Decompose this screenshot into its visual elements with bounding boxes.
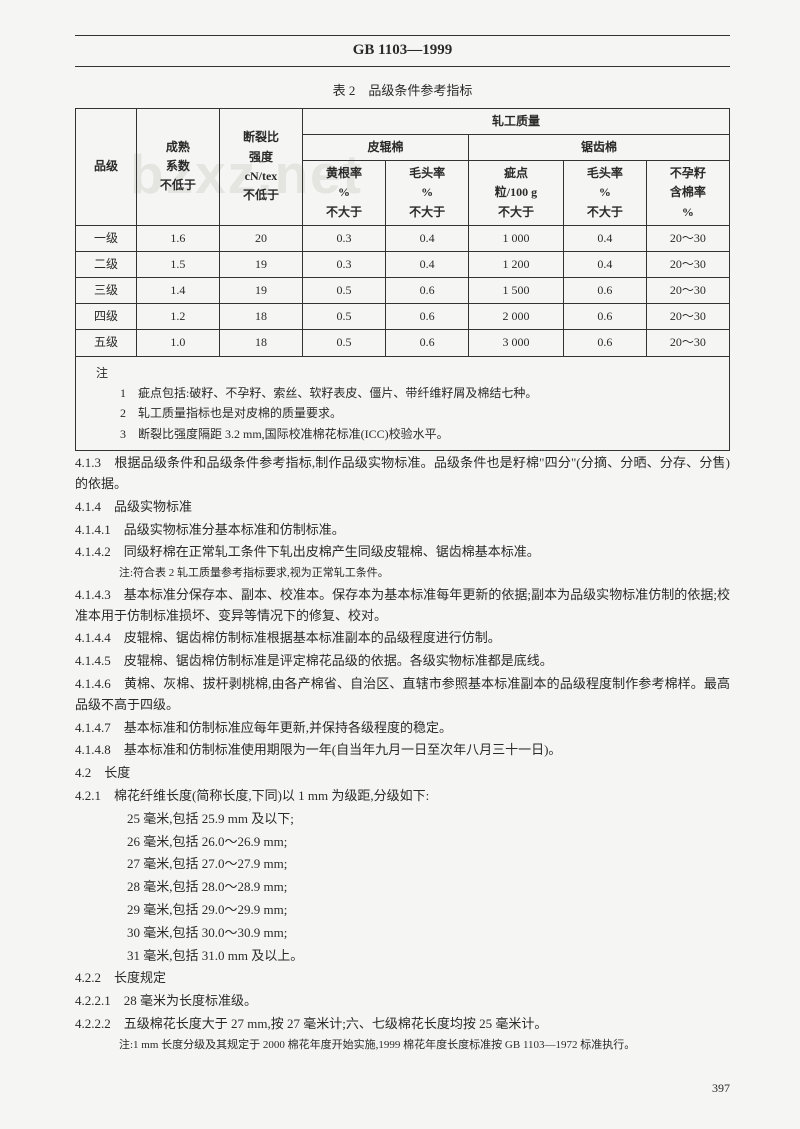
paragraph: 4.2.2 长度规定 [75, 968, 730, 989]
body-content: 4.1.3 根据品级条件和品级条件参考指标,制作品级实物标准。品级条件也是籽棉"… [75, 453, 730, 1054]
cell-maturity: 1.0 [136, 330, 219, 356]
cell-grade: 五级 [76, 330, 137, 356]
cell-grade: 一级 [76, 225, 137, 251]
paragraph: 4.1.4.7 基本标准和仿制标准应每年更新,并保持各级程度的稳定。 [75, 718, 730, 739]
cell-seed: 20～30 [646, 330, 729, 356]
cell-yellow: 0.3 [303, 251, 386, 277]
cell-strength: 20 [219, 225, 302, 251]
paragraph: 注:符合表 2 轧工质量参考指标要求,视为正常轧工条件。 [75, 565, 730, 583]
cell-maturity: 1.2 [136, 304, 219, 330]
paragraph: 4.2.1 棉花纤维长度(简称长度,下同)以 1 mm 为级距,分级如下: [75, 786, 730, 807]
cell-hair2: 0.4 [563, 225, 646, 251]
table-row: 二级1.5190.30.41 2000.420～30 [76, 251, 730, 277]
cell-seed: 20～30 [646, 278, 729, 304]
cell-hair1: 0.6 [386, 278, 469, 304]
cell-yellow: 0.3 [303, 225, 386, 251]
paragraph: 27 毫米,包括 27.0～27.9 mm; [75, 854, 730, 875]
th-yellow: 黄根率%不大于 [303, 161, 386, 226]
paragraph: 4.2.2.2 五级棉花长度大于 27 mm,按 27 毫米计;六、七级棉花长度… [75, 1014, 730, 1035]
th-roller: 皮辊棉 [303, 134, 469, 160]
cell-yellow: 0.5 [303, 330, 386, 356]
cell-hair2: 0.6 [563, 304, 646, 330]
cell-hair1: 0.4 [386, 251, 469, 277]
cell-nep: 1 000 [469, 225, 564, 251]
cell-strength: 18 [219, 304, 302, 330]
paragraph: 26 毫米,包括 26.0～26.9 mm; [75, 832, 730, 853]
cell-grade: 三级 [76, 278, 137, 304]
cell-hair2: 0.6 [563, 278, 646, 304]
cell-nep: 1 500 [469, 278, 564, 304]
cell-seed: 20～30 [646, 251, 729, 277]
th-maturity: 成熟系数不低于 [136, 108, 219, 225]
cell-seed: 20～30 [646, 304, 729, 330]
doc-header: GB 1103—1999 [75, 38, 730, 67]
table-row: 三级1.4190.50.61 5000.620～30 [76, 278, 730, 304]
th-grade: 品级 [76, 108, 137, 225]
cell-maturity: 1.5 [136, 251, 219, 277]
spec-table: 品级 成熟系数不低于 断裂比强度cN/tex不低于 轧工质量 皮辊棉 锯齿棉 黄… [75, 108, 730, 357]
th-hair2: 毛头率%不大于 [563, 161, 646, 226]
th-saw: 锯齿棉 [469, 134, 730, 160]
paragraph: 4.1.4.3 基本标准分保存本、副本、校准本。保存本为基本标准每年更新的依据;… [75, 585, 730, 627]
th-quality: 轧工质量 [303, 108, 730, 134]
table-title: 表 2 品级条件参考指标 [75, 81, 730, 102]
cell-nep: 3 000 [469, 330, 564, 356]
th-strength: 断裂比强度cN/tex不低于 [219, 108, 302, 225]
cell-maturity: 1.4 [136, 278, 219, 304]
paragraph: 4.2 长度 [75, 763, 730, 784]
paragraph: 30 毫米,包括 30.0～30.9 mm; [75, 923, 730, 944]
table-notes: 注 1 疵点包括:破籽、不孕籽、索丝、软籽表皮、僵片、带纤维籽屑及棉结七种。 2… [75, 357, 730, 452]
paragraph: 25 毫米,包括 25.9 mm 及以下; [75, 809, 730, 830]
th-nep: 疵点粒/100 g不大于 [469, 161, 564, 226]
cell-nep: 2 000 [469, 304, 564, 330]
cell-strength: 19 [219, 278, 302, 304]
paragraph: 4.1.4.2 同级籽棉在正常轧工条件下轧出皮棉产生同级皮辊棉、锯齿棉基本标准。 [75, 542, 730, 563]
cell-hair1: 0.6 [386, 304, 469, 330]
paragraph: 4.1.4.4 皮辊棉、锯齿棉仿制标准根据基本标准副本的品级程度进行仿制。 [75, 628, 730, 649]
cell-hair1: 0.6 [386, 330, 469, 356]
cell-maturity: 1.6 [136, 225, 219, 251]
th-hair1: 毛头率%不大于 [386, 161, 469, 226]
cell-seed: 20～30 [646, 225, 729, 251]
table-row: 五级1.0180.50.63 0000.620～30 [76, 330, 730, 356]
paragraph: 31 毫米,包括 31.0 mm 及以上。 [75, 946, 730, 967]
paragraph: 4.1.4.5 皮辊棉、锯齿棉仿制标准是评定棉花品级的依据。各级实物标准都是底线… [75, 651, 730, 672]
cell-grade: 四级 [76, 304, 137, 330]
cell-hair2: 0.6 [563, 330, 646, 356]
paragraph: 4.1.3 根据品级条件和品级条件参考指标,制作品级实物标准。品级条件也是籽棉"… [75, 453, 730, 495]
cell-yellow: 0.5 [303, 278, 386, 304]
th-seed: 不孕籽含棉率% [646, 161, 729, 226]
cell-hair1: 0.4 [386, 225, 469, 251]
paragraph: 4.2.2.1 28 毫米为长度标准级。 [75, 991, 730, 1012]
table-row: 一级1.6200.30.41 0000.420～30 [76, 225, 730, 251]
paragraph: 注:1 mm 长度分级及其规定于 2000 棉花年度开始实施,1999 棉花年度… [75, 1037, 730, 1055]
paragraph: 28 毫米,包括 28.0～28.9 mm; [75, 877, 730, 898]
cell-grade: 二级 [76, 251, 137, 277]
cell-hair2: 0.4 [563, 251, 646, 277]
cell-yellow: 0.5 [303, 304, 386, 330]
paragraph: 4.1.4.1 品级实物标准分基本标准和仿制标准。 [75, 520, 730, 541]
cell-strength: 18 [219, 330, 302, 356]
paragraph: 4.1.4.6 黄棉、灰棉、拔杆剥桃棉,由各产棉省、自治区、直辖市参照基本标准副… [75, 674, 730, 716]
paragraph: 4.1.4 品级实物标准 [75, 497, 730, 518]
cell-strength: 19 [219, 251, 302, 277]
table-row: 四级1.2180.50.62 0000.620～30 [76, 304, 730, 330]
paragraph: 29 毫米,包括 29.0～29.9 mm; [75, 900, 730, 921]
paragraph: 4.1.4.8 基本标准和仿制标准使用期限为一年(自当年九月一日至次年八月三十一… [75, 740, 730, 761]
cell-nep: 1 200 [469, 251, 564, 277]
